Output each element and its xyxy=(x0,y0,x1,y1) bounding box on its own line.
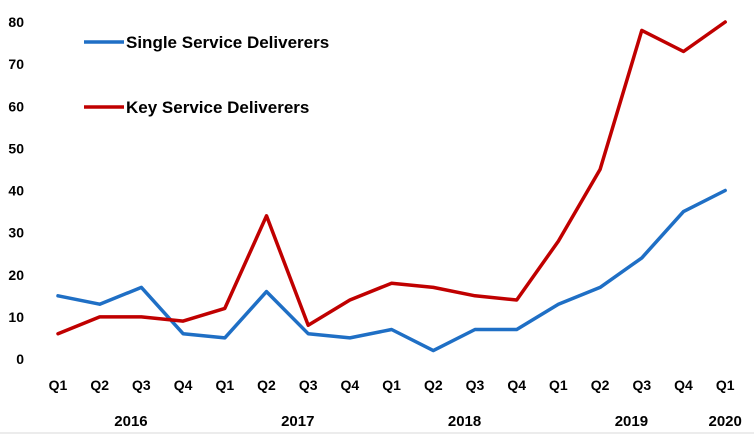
x-tick-label: Q2 xyxy=(257,377,276,393)
y-tick-label: 50 xyxy=(8,140,24,156)
x-tick-label: Q1 xyxy=(716,377,735,393)
series-line-2 xyxy=(56,20,727,336)
year-label: 2016 xyxy=(114,413,147,430)
year-label: 2017 xyxy=(281,413,314,430)
x-tick-label: Q1 xyxy=(49,377,68,393)
x-tick-label: Q3 xyxy=(299,377,318,393)
x-tick-label: Q4 xyxy=(507,377,526,393)
x-tick-label: Q2 xyxy=(591,377,610,393)
x-tick-label: Q4 xyxy=(341,377,360,393)
year-label: 2019 xyxy=(615,413,648,430)
y-tick-label: 10 xyxy=(8,309,24,325)
year-label: 2020 xyxy=(709,413,742,430)
series-line-1 xyxy=(56,188,727,353)
x-axis-ticks: Q1 Q2 Q3 Q4 Q1 Q2 Q3 Q4 Q1 Q2 Q3 Q4 Q1 Q2 Q3 Q4 Q1 xyxy=(49,377,735,393)
legend: Single Service Deliverers Key Service Del… xyxy=(84,33,329,117)
x-tick-label: Q1 xyxy=(549,377,568,393)
x-tick-label: Q2 xyxy=(424,377,443,393)
legend-label-1: Single Service Deliverers xyxy=(126,33,329,52)
x-tick-label: Q1 xyxy=(215,377,234,393)
y-tick-label: 30 xyxy=(8,225,24,241)
x-tick-label: Q1 xyxy=(382,377,401,393)
x-tick-label: Q2 xyxy=(90,377,109,393)
x-tick-label: Q3 xyxy=(632,377,651,393)
year-label: 2018 xyxy=(448,413,481,430)
x-tick-label: Q4 xyxy=(174,377,193,393)
x-tick-label: Q3 xyxy=(466,377,485,393)
y-tick-label: 0 xyxy=(16,351,24,367)
x-tick-label: Q3 xyxy=(132,377,151,393)
y-tick-label: 70 xyxy=(8,56,24,72)
y-tick-label: 40 xyxy=(8,183,24,199)
series-lines xyxy=(56,20,727,353)
x-tick-label: Q4 xyxy=(674,377,693,393)
y-tick-label: 80 xyxy=(8,14,24,30)
legend-label-2: Key Service Deliverers xyxy=(126,98,309,117)
y-tick-label: 60 xyxy=(8,98,24,114)
y-tick-label: 20 xyxy=(8,267,24,283)
y-axis-ticks: 0 10 20 30 40 50 60 70 80 xyxy=(8,14,24,367)
year-labels: 2016 2017 2018 2019 2020 xyxy=(114,413,742,430)
